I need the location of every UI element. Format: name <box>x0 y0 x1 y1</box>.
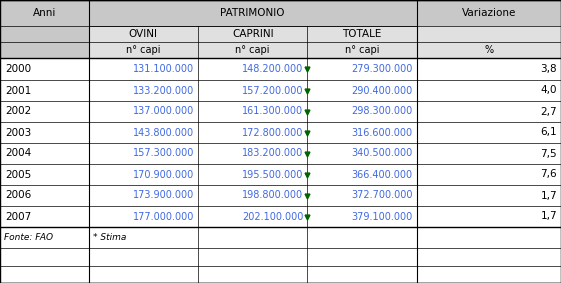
Text: 366.400.000: 366.400.000 <box>352 170 413 179</box>
Bar <box>307 26 417 42</box>
Bar <box>0 227 561 248</box>
Text: 198.800.000: 198.800.000 <box>242 190 304 200</box>
Text: 279.300.000: 279.300.000 <box>351 64 413 74</box>
Bar <box>89 26 198 42</box>
Text: 2006: 2006 <box>5 190 31 200</box>
Text: 2005: 2005 <box>5 170 31 179</box>
Bar <box>89 42 198 58</box>
Bar <box>0 143 561 164</box>
Text: 2007: 2007 <box>5 211 31 222</box>
Text: TOTALE: TOTALE <box>342 29 382 39</box>
Text: 2003: 2003 <box>5 128 31 138</box>
Text: 183.200.000: 183.200.000 <box>242 149 304 158</box>
Text: 173.900.000: 173.900.000 <box>133 190 194 200</box>
Text: 316.600.000: 316.600.000 <box>352 128 413 138</box>
Bar <box>0 58 561 80</box>
Text: 137.000.000: 137.000.000 <box>133 106 194 117</box>
Text: 4,0: 4,0 <box>540 85 557 95</box>
Bar <box>307 42 417 58</box>
Bar <box>0 26 89 42</box>
Bar <box>0 42 89 58</box>
Bar <box>0 185 561 206</box>
Text: 379.100.000: 379.100.000 <box>352 211 413 222</box>
Text: CAPRINI: CAPRINI <box>232 29 274 39</box>
Text: 143.800.000: 143.800.000 <box>133 128 194 138</box>
Text: Anni: Anni <box>33 8 56 18</box>
Bar <box>0 0 89 26</box>
Bar <box>198 42 307 58</box>
Text: 3,8: 3,8 <box>540 64 557 74</box>
Text: 2000: 2000 <box>5 64 31 74</box>
Text: 290.400.000: 290.400.000 <box>352 85 413 95</box>
Bar <box>0 80 561 101</box>
Text: 157.200.000: 157.200.000 <box>242 85 304 95</box>
Bar <box>0 164 561 185</box>
Text: 157.300.000: 157.300.000 <box>132 149 194 158</box>
Text: 170.900.000: 170.900.000 <box>133 170 194 179</box>
Text: 2004: 2004 <box>5 149 31 158</box>
Bar <box>417 0 561 26</box>
Bar <box>417 42 561 58</box>
Text: OVINI: OVINI <box>129 29 158 39</box>
Text: n° capi: n° capi <box>345 45 379 55</box>
Text: 2002: 2002 <box>5 106 31 117</box>
Text: 340.500.000: 340.500.000 <box>352 149 413 158</box>
Text: n° capi: n° capi <box>236 45 270 55</box>
Text: 1,7: 1,7 <box>540 190 557 200</box>
Text: PATRIMONIO: PATRIMONIO <box>220 8 285 18</box>
Text: Variazione: Variazione <box>462 8 516 18</box>
Bar <box>0 101 561 122</box>
Text: 161.300.000: 161.300.000 <box>242 106 304 117</box>
Bar <box>0 206 561 227</box>
Text: 195.500.000: 195.500.000 <box>242 170 304 179</box>
Text: 177.000.000: 177.000.000 <box>132 211 194 222</box>
Text: 1,7: 1,7 <box>540 211 557 222</box>
Bar <box>89 0 417 26</box>
Bar <box>0 122 561 143</box>
Bar <box>417 26 561 42</box>
Text: 372.700.000: 372.700.000 <box>351 190 413 200</box>
Bar <box>198 26 307 42</box>
Text: 2,7: 2,7 <box>540 106 557 117</box>
Text: 7,5: 7,5 <box>540 149 557 158</box>
Text: %: % <box>484 45 494 55</box>
Text: 7,6: 7,6 <box>540 170 557 179</box>
Text: 202.100.000: 202.100.000 <box>242 211 304 222</box>
Text: 2001: 2001 <box>5 85 31 95</box>
Text: 6,1: 6,1 <box>540 128 557 138</box>
Text: Fonte: FAO: Fonte: FAO <box>4 233 53 242</box>
Text: n° capi: n° capi <box>126 45 160 55</box>
Text: 172.800.000: 172.800.000 <box>242 128 304 138</box>
Text: 298.300.000: 298.300.000 <box>352 106 413 117</box>
Text: * Stima: * Stima <box>93 233 126 242</box>
Text: 148.200.000: 148.200.000 <box>242 64 304 74</box>
Text: 133.200.000: 133.200.000 <box>133 85 194 95</box>
Text: 131.100.000: 131.100.000 <box>133 64 194 74</box>
